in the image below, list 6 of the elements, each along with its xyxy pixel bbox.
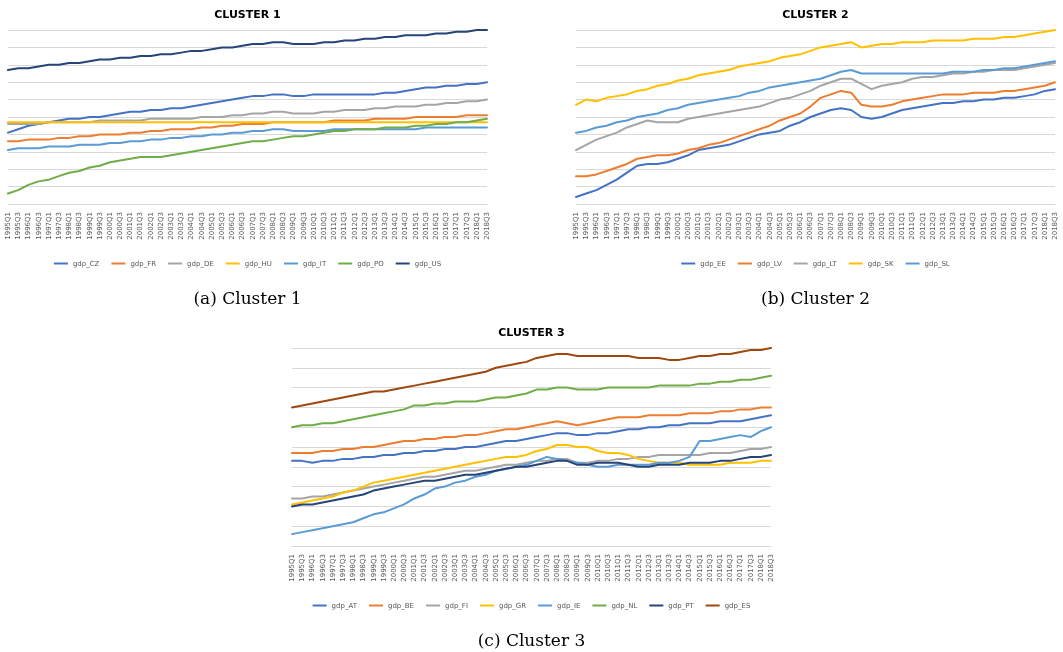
- chart-title: CLUSTER 3: [498, 326, 565, 339]
- text: (b) Cluster 2: [761, 287, 870, 308]
- chart-title: CLUSTER 1: [214, 8, 281, 21]
- chart-title: CLUSTER 2: [782, 8, 849, 21]
- text: (c) Cluster 3: [477, 629, 586, 650]
- text: (a) Cluster 1: [193, 287, 302, 308]
